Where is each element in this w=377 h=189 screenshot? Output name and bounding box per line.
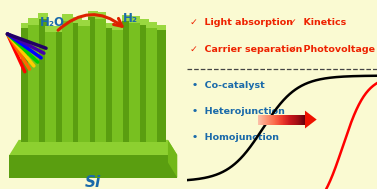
Polygon shape (9, 155, 177, 178)
Bar (155, 30, 166, 142)
Text: •  Co-catalyst: • Co-catalyst (192, 81, 265, 90)
Polygon shape (88, 11, 98, 17)
Bar (139, 25, 149, 142)
Bar (61, 21, 73, 142)
Bar (45, 32, 56, 142)
Bar (95, 19, 106, 142)
Bar (38, 19, 48, 142)
Text: H₂: H₂ (123, 12, 138, 25)
FancyArrowPatch shape (58, 15, 122, 30)
Bar (122, 21, 132, 142)
Bar (71, 23, 82, 142)
Bar (28, 25, 39, 142)
Bar (55, 32, 65, 142)
Text: •  Heterojunction: • Heterojunction (192, 107, 285, 116)
Bar (78, 26, 90, 142)
Polygon shape (45, 26, 56, 32)
Text: H₂O: H₂O (40, 16, 65, 29)
Bar (105, 28, 115, 142)
Polygon shape (112, 24, 123, 30)
Polygon shape (21, 23, 31, 28)
Bar (146, 28, 157, 142)
Polygon shape (146, 22, 157, 28)
Polygon shape (105, 23, 115, 28)
Polygon shape (129, 16, 140, 23)
Polygon shape (55, 26, 65, 32)
Bar (88, 17, 98, 142)
Polygon shape (95, 12, 106, 19)
Polygon shape (28, 18, 39, 25)
Bar (21, 28, 31, 142)
Polygon shape (139, 19, 149, 25)
Bar (112, 30, 123, 142)
Polygon shape (78, 20, 90, 26)
Polygon shape (61, 14, 73, 21)
Polygon shape (38, 13, 48, 19)
Polygon shape (168, 140, 177, 178)
Polygon shape (155, 25, 166, 30)
Text: ✓  Kinetics: ✓ Kinetics (290, 18, 347, 27)
Text: ✓  Photovoltage: ✓ Photovoltage (290, 45, 375, 54)
Text: Si: Si (85, 175, 101, 189)
Text: •  Homojunction: • Homojunction (192, 133, 279, 143)
Polygon shape (305, 111, 317, 129)
Bar (129, 23, 140, 142)
Polygon shape (122, 15, 132, 21)
Polygon shape (9, 140, 177, 155)
Text: ✓  Light absorption: ✓ Light absorption (190, 18, 293, 27)
Text: ✓  Carrier separation: ✓ Carrier separation (190, 45, 303, 54)
Polygon shape (71, 17, 82, 23)
